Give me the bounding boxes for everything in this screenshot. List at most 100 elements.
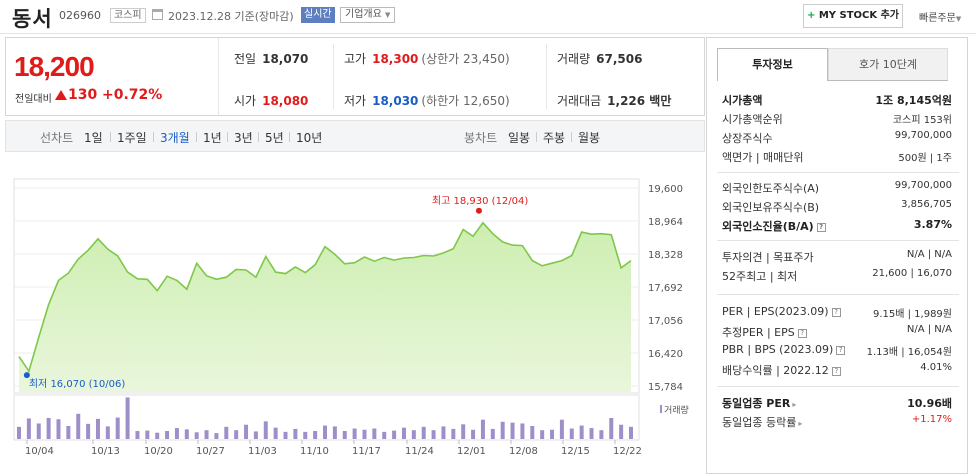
tab-invest-info[interactable]: 투자정보: [717, 48, 828, 81]
info-value: 4.01%: [920, 362, 952, 373]
volume-bar: [224, 426, 229, 439]
divider: [196, 132, 197, 142]
volume-bar: [313, 431, 318, 439]
divider: [717, 386, 959, 387]
stock-code: 026960: [59, 9, 101, 22]
divider: [258, 132, 259, 142]
volume-bar: [540, 430, 545, 439]
volume-bar: [461, 424, 466, 439]
low-value: 18,030: [372, 94, 419, 108]
volume-bar: [362, 429, 367, 439]
company-overview-dropdown[interactable]: 기업개요 ▼: [340, 7, 396, 23]
divider: [571, 132, 572, 142]
my-stock-add-button[interactable]: + MY STOCK 추가: [803, 4, 903, 28]
period-5y[interactable]: 5년: [265, 131, 284, 145]
info-row-per-eps: PER | EPS(2023.09)? 9.15배 | 1,989원: [722, 303, 952, 321]
period-1w[interactable]: 1주일: [117, 131, 147, 145]
info-key: 상장주식수: [722, 132, 773, 145]
info-key: 액면가 | 매매단위: [722, 151, 804, 164]
volume-bar: [372, 428, 377, 439]
info-key: 추정PER | EPS?: [722, 324, 807, 340]
volume-bar: [46, 418, 51, 439]
help-icon[interactable]: ?: [831, 308, 841, 317]
x-tick-label: 11/03: [248, 446, 277, 457]
info-value: 코스피 153위: [892, 115, 952, 126]
min-marker: [23, 372, 30, 379]
info-key: PBR | BPS (2023.09)?: [722, 343, 846, 356]
help-icon[interactable]: ?: [797, 329, 807, 338]
info-row-industry-per[interactable]: 동일업종 PER ▸ 10.96배: [722, 393, 952, 411]
volume-bar: [441, 426, 446, 439]
volume-legend-swatch: [660, 405, 662, 413]
high-value: 18,300: [372, 52, 419, 66]
info-value: 21,600 | 16,070: [872, 268, 952, 279]
info-key-text: PBR | BPS (2023.09): [722, 343, 834, 356]
volume-bar: [204, 430, 209, 439]
price-summary: 18,200 전일대비 130 +0.72% 전일 18,070 고가 18,300…: [5, 37, 705, 116]
y-tick-label: 19,600: [648, 184, 683, 195]
info-value: 10.96배: [907, 397, 952, 410]
candle-daily[interactable]: 일봉: [508, 131, 531, 145]
info-key: 외국인한도주식수(A): [722, 182, 820, 195]
volume-plot-frame: [13, 394, 640, 441]
price-line: [18, 221, 632, 374]
period-1d[interactable]: 1일: [84, 131, 103, 145]
price-chart[interactable]: 19,600 18,964 18,328 17,692 17,056 16,420 15,7…: [5, 152, 705, 474]
volume-bar: [66, 425, 71, 439]
x-tick-label: 10/04: [25, 446, 54, 457]
lower-limit: (하한가 12,650): [421, 94, 510, 108]
info-row-market-cap: 시가총액 1조 8,145억원: [722, 90, 952, 108]
volume-bar: [421, 426, 426, 439]
x-tick-label: 10/13: [91, 446, 120, 457]
info-row-est-per: 추정PER | EPS? N/A | N/A: [722, 322, 952, 340]
volume-bar: [579, 425, 584, 439]
volume-bar: [619, 424, 624, 439]
period-3y[interactable]: 3년: [234, 131, 253, 145]
help-icon[interactable]: ?: [836, 346, 846, 355]
info-key: 시가총액순위: [722, 113, 783, 126]
arrow-right-icon: ▸: [792, 400, 797, 409]
info-row-pbr-bps: PBR | BPS (2023.09)? 1.13배 | 16,054원: [722, 341, 952, 359]
change-value: 130: [68, 87, 98, 103]
price-chart-svg: 19,600 18,964 18,328 17,692 17,056 16,420 15,7…: [13, 178, 689, 457]
candle-weekly[interactable]: 주봉: [543, 131, 566, 145]
info-value: 1.13배 | 16,054원: [866, 347, 952, 358]
info-row-foreign-limit: 외국인한도주식수(A) 99,700,000: [722, 178, 952, 196]
info-value: 500원 | 1주: [898, 153, 952, 164]
volume-bar: [214, 433, 219, 439]
period-1y[interactable]: 1년: [203, 131, 222, 145]
volume-bar: [115, 417, 120, 439]
tab-order-book[interactable]: 호가 10단계: [828, 48, 948, 81]
candle-monthly[interactable]: 월봉: [578, 131, 601, 145]
period-10y[interactable]: 10년: [296, 131, 323, 145]
quick-order-dropdown[interactable]: 빠른주문▼: [919, 9, 961, 24]
volume-bar: [36, 423, 41, 439]
volume-bar: [520, 423, 525, 439]
x-tick-label: 11/10: [300, 446, 329, 457]
info-row-52w: 52주최고 | 최저 21,600 | 16,070: [722, 266, 952, 284]
arrow-right-icon: ▸: [798, 419, 803, 428]
realtime-button[interactable]: 실시간: [301, 7, 335, 23]
amount-value: 1,226 백만: [607, 94, 672, 108]
volume-bar: [599, 430, 604, 439]
info-row-industry-change[interactable]: 동일업종 등락률 ▸ +1.17%: [722, 412, 952, 430]
current-price-box: 18,200 전일대비 130 +0.72%: [6, 38, 219, 115]
invest-info-panel: 투자정보 호가 10단계 시가총액 1조 8,145억원 시가총액순위 코스피 …: [706, 37, 968, 474]
company-overview-label: 기업개요: [345, 9, 382, 20]
help-icon[interactable]: ?: [831, 367, 841, 376]
volume-bar: [76, 413, 81, 439]
open-label: 시가: [234, 94, 257, 108]
divider: [153, 132, 154, 142]
divider: [110, 132, 111, 142]
volume-bar: [263, 421, 268, 439]
divider: [717, 172, 959, 173]
info-value: 9.15배 | 1,989원: [872, 309, 952, 320]
help-icon[interactable]: ?: [816, 223, 826, 232]
divider: [717, 294, 959, 295]
volume-bar: [392, 430, 397, 439]
volume-bar: [184, 429, 189, 439]
volume-bar: [629, 426, 633, 439]
volume-bar: [382, 431, 387, 439]
period-3m[interactable]: 3개월: [160, 131, 190, 145]
stock-header: 동서 026960 코스피 2023.12.28 기준(장마감) 실시간 기업개…: [0, 0, 976, 34]
